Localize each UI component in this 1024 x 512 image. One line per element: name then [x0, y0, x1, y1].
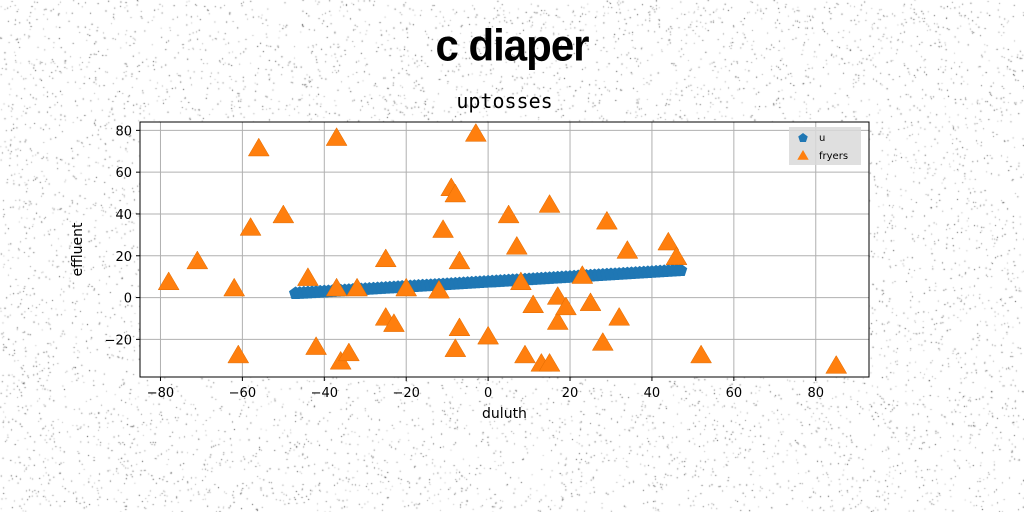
x-axis-ticks: −80 −60 −40 −20 0 20 40 60 80	[147, 377, 824, 401]
legend-marker-fryers	[797, 150, 809, 160]
x-axis-label: duluth	[482, 406, 527, 422]
fryers-point	[477, 325, 500, 345]
fryers-point	[571, 265, 594, 284]
x-tick-label: 20	[562, 386, 579, 401]
x-tick-label: 0	[484, 386, 492, 401]
fryers-point	[690, 344, 712, 364]
fryers-point	[325, 127, 348, 146]
fryers-point	[223, 277, 246, 297]
fryers-point	[325, 277, 348, 297]
x-tick-label: −60	[229, 386, 256, 401]
fryers-point	[297, 267, 319, 286]
fryers-point	[538, 352, 561, 372]
y-tick-label: 20	[115, 250, 132, 265]
fryers-point	[505, 235, 528, 255]
fryers-point	[665, 246, 688, 265]
fryers-point	[428, 279, 450, 299]
fryers-point	[596, 210, 618, 230]
fryers-point	[448, 317, 471, 336]
fryers-point	[448, 250, 471, 270]
legend-label-u: u	[819, 133, 825, 144]
y-tick-label: 80	[115, 124, 132, 139]
fryers-point	[305, 336, 327, 355]
series-fryers	[157, 123, 848, 374]
grid-lines	[140, 122, 869, 377]
fryers-point	[186, 250, 209, 270]
fryers-point	[591, 332, 614, 351]
u-point	[673, 263, 688, 277]
fryers-point	[825, 355, 848, 374]
fryers-point	[514, 344, 536, 364]
fryers-point	[157, 271, 180, 291]
x-tick-label: −40	[311, 386, 338, 401]
y-axis-ticks: −20 0 20 40 60 80	[105, 124, 140, 348]
fryers-point	[538, 194, 561, 213]
fryers-point	[579, 292, 602, 311]
x-tick-label: 60	[726, 386, 743, 401]
fryers-point	[464, 123, 487, 142]
legend-label-fryers: fryers	[819, 151, 848, 162]
x-tick-label: −20	[392, 386, 419, 401]
x-tick-label: 40	[644, 386, 661, 401]
fryers-point	[444, 183, 467, 203]
legend: u fryers	[789, 127, 861, 165]
fryers-point	[522, 294, 545, 314]
fryers-point	[509, 271, 532, 291]
fryers-point	[272, 204, 295, 224]
x-tick-label: 80	[807, 386, 824, 401]
fryers-point	[337, 342, 360, 362]
plot-frame	[139, 121, 870, 378]
legend-marker-u	[798, 133, 808, 143]
y-axis-label: effluent	[70, 222, 86, 277]
y-tick-label: 40	[115, 208, 132, 223]
fryers-point	[247, 137, 270, 157]
fryers-point	[432, 219, 454, 238]
fryers-point	[546, 311, 569, 330]
fryers-point	[657, 231, 680, 251]
fryers-point	[497, 204, 520, 224]
plot-area	[140, 122, 869, 377]
fryers-point	[546, 286, 569, 305]
figure-suptitle: c diaper	[435, 20, 589, 71]
fryers-point	[444, 338, 467, 357]
fryers-point	[555, 296, 577, 316]
fryers-point	[374, 248, 397, 268]
fryers-point	[239, 217, 262, 236]
fryers-point	[616, 240, 639, 259]
chart-title: uptosses	[456, 89, 552, 113]
fryers-point	[227, 344, 250, 364]
y-tick-label: 60	[115, 166, 132, 181]
y-tick-label: 0	[124, 292, 132, 307]
fryers-point	[346, 277, 368, 297]
fryers-point	[608, 306, 631, 326]
x-tick-label: −80	[147, 386, 174, 401]
fryers-point	[395, 277, 418, 297]
fryers-point	[383, 313, 405, 332]
y-tick-label: −20	[105, 333, 132, 348]
